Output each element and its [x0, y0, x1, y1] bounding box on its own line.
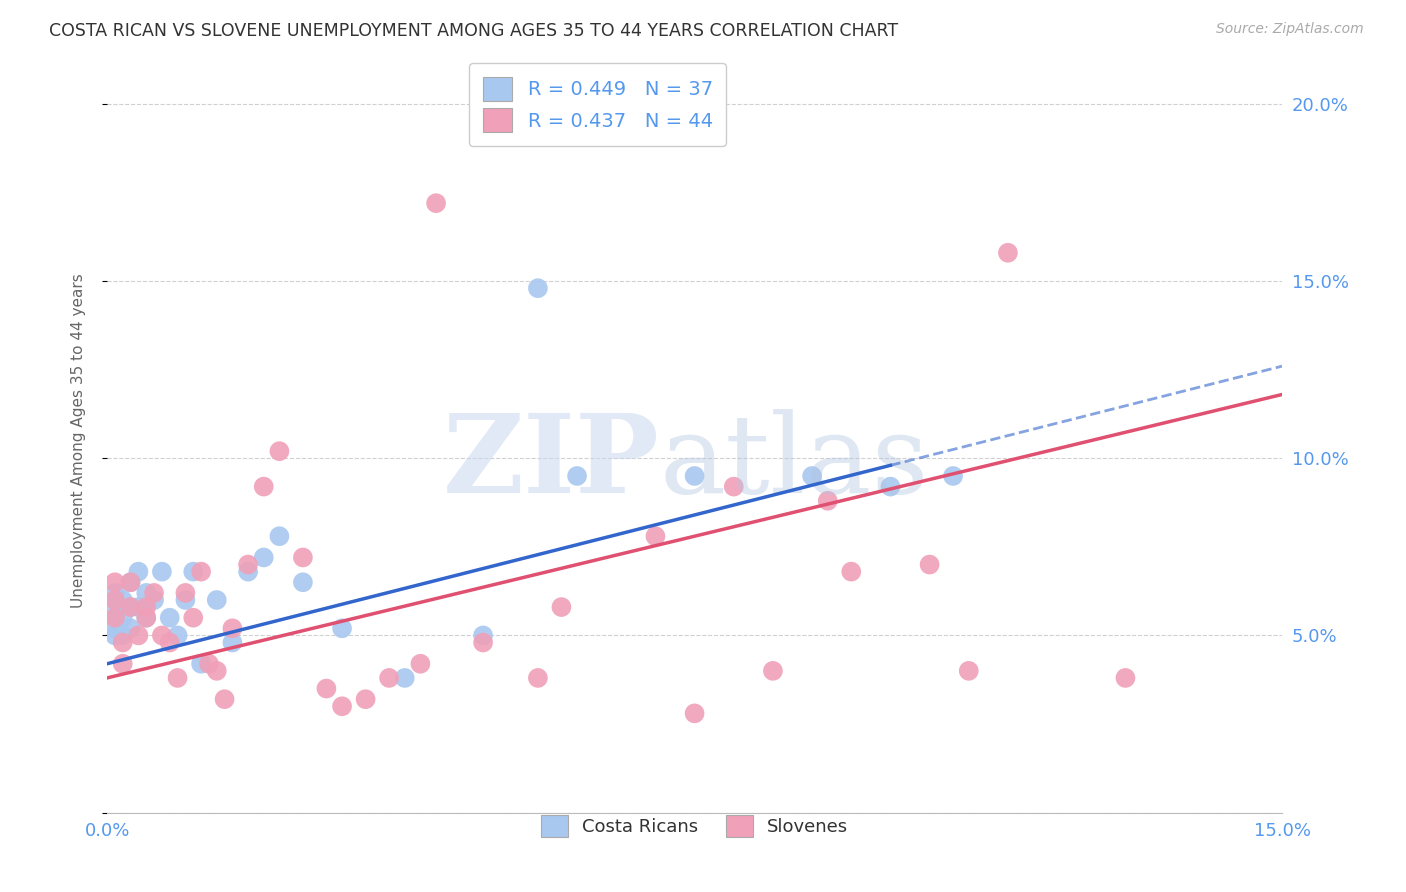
- Point: [104, 621, 127, 635]
- Point: [253, 550, 276, 565]
- Point: [120, 575, 142, 590]
- Point: [111, 610, 134, 624]
- Point: [565, 469, 588, 483]
- Point: [221, 621, 243, 635]
- Point: [527, 671, 550, 685]
- Point: [205, 593, 228, 607]
- Text: ZIP: ZIP: [443, 409, 659, 516]
- Point: [120, 600, 142, 615]
- Point: [174, 586, 197, 600]
- Point: [683, 469, 706, 483]
- Y-axis label: Unemployment Among Ages 35 to 44 years: Unemployment Among Ages 35 to 44 years: [72, 273, 86, 608]
- Point: [330, 621, 353, 635]
- Point: [159, 635, 181, 649]
- Point: [150, 565, 173, 579]
- Point: [104, 586, 127, 600]
- Point: [120, 621, 142, 635]
- Point: [135, 586, 157, 600]
- Point: [378, 671, 401, 685]
- Point: [762, 664, 785, 678]
- Point: [425, 196, 447, 211]
- Point: [879, 480, 901, 494]
- Point: [683, 706, 706, 721]
- Point: [104, 610, 127, 624]
- Point: [143, 586, 166, 600]
- Point: [111, 635, 134, 649]
- Point: [181, 610, 204, 624]
- Point: [801, 469, 824, 483]
- Point: [104, 628, 127, 642]
- Point: [174, 593, 197, 607]
- Point: [190, 657, 212, 671]
- Point: [409, 657, 432, 671]
- Point: [269, 529, 291, 543]
- Point: [472, 628, 495, 642]
- Point: [166, 671, 188, 685]
- Legend: Costa Ricans, Slovenes: Costa Ricans, Slovenes: [534, 808, 855, 845]
- Point: [291, 550, 314, 565]
- Point: [330, 699, 353, 714]
- Point: [143, 593, 166, 607]
- Point: [127, 565, 149, 579]
- Point: [550, 600, 572, 615]
- Text: COSTA RICAN VS SLOVENE UNEMPLOYMENT AMONG AGES 35 TO 44 YEARS CORRELATION CHART: COSTA RICAN VS SLOVENE UNEMPLOYMENT AMON…: [49, 22, 898, 40]
- Point: [135, 610, 157, 624]
- Point: [104, 600, 127, 615]
- Point: [198, 657, 221, 671]
- Point: [957, 664, 980, 678]
- Point: [918, 558, 941, 572]
- Point: [120, 575, 142, 590]
- Point: [839, 565, 862, 579]
- Point: [104, 575, 127, 590]
- Point: [190, 565, 212, 579]
- Point: [942, 469, 965, 483]
- Point: [150, 628, 173, 642]
- Point: [269, 444, 291, 458]
- Point: [104, 610, 127, 624]
- Point: [236, 565, 259, 579]
- Point: [104, 593, 127, 607]
- Point: [166, 628, 188, 642]
- Point: [354, 692, 377, 706]
- Point: [315, 681, 337, 696]
- Point: [723, 480, 745, 494]
- Point: [997, 245, 1019, 260]
- Point: [135, 600, 157, 615]
- Point: [205, 664, 228, 678]
- Point: [111, 593, 134, 607]
- Point: [472, 635, 495, 649]
- Point: [214, 692, 236, 706]
- Point: [221, 635, 243, 649]
- Point: [394, 671, 416, 685]
- Point: [127, 628, 149, 642]
- Point: [236, 558, 259, 572]
- Point: [253, 480, 276, 494]
- Point: [111, 628, 134, 642]
- Point: [135, 610, 157, 624]
- Point: [181, 565, 204, 579]
- Point: [111, 657, 134, 671]
- Point: [817, 493, 839, 508]
- Point: [644, 529, 666, 543]
- Text: Source: ZipAtlas.com: Source: ZipAtlas.com: [1216, 22, 1364, 37]
- Point: [1114, 671, 1136, 685]
- Point: [127, 600, 149, 615]
- Point: [159, 610, 181, 624]
- Point: [527, 281, 550, 295]
- Text: atlas: atlas: [659, 409, 929, 516]
- Point: [120, 600, 142, 615]
- Point: [291, 575, 314, 590]
